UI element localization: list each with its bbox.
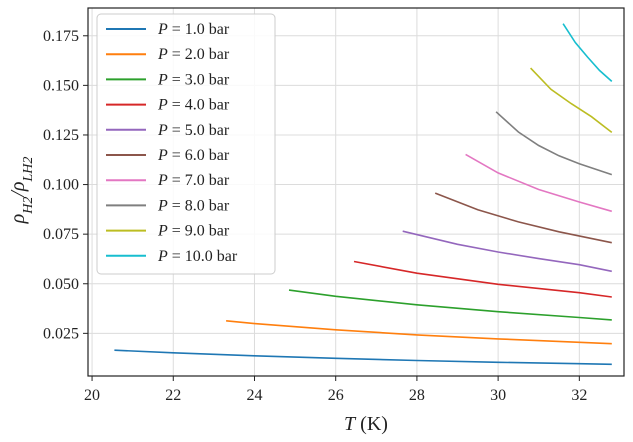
legend-entry-label: P = 10.0 bar: [157, 248, 238, 265]
series-line-7: [465, 153, 613, 213]
x-tick-label: 26: [328, 387, 344, 404]
y-tick-label: 0.125: [43, 127, 79, 144]
y-tick-label: 0.100: [43, 177, 79, 194]
legend-entry-label: P = 1.0 bar: [157, 21, 230, 38]
y-tick-label: 0.025: [43, 325, 79, 342]
y-tick-label: 0.175: [43, 28, 79, 45]
series-line-3: [288, 289, 612, 321]
legend-entry-label: P = 3.0 bar: [157, 71, 230, 88]
legend-entry-label: P = 5.0 bar: [157, 122, 230, 139]
x-tick-label: 20: [84, 387, 100, 404]
x-tick-label: 24: [246, 387, 262, 404]
x-tick-label: 32: [571, 387, 587, 404]
y-tick-label: 0.050: [43, 276, 79, 293]
legend-entry-label: P = 7.0 bar: [157, 172, 230, 189]
legend: P = 1.0 bar P = 2.0 bar P = 3.0 bar P = 4.0…: [96, 13, 276, 275]
series-line-6: [434, 192, 612, 244]
series-line-9: [530, 67, 613, 134]
series-line-5: [402, 230, 612, 273]
x-axis-label: T (K): [344, 413, 388, 435]
series-lines: [114, 23, 613, 366]
x-tick-label: 28: [409, 387, 425, 404]
legend-entry-label: P = 6.0 bar: [157, 147, 230, 164]
series-line-10: [562, 23, 613, 82]
x-tick-label: 30: [490, 387, 506, 404]
series-line-2: [226, 320, 612, 345]
legend-entry-label: P = 2.0 bar: [157, 46, 230, 63]
series-line-8: [495, 111, 613, 176]
legend-entry-label: P = 8.0 bar: [157, 197, 230, 214]
legend-entry-label: P = 9.0 bar: [157, 223, 230, 240]
x-tick-label: 22: [165, 387, 181, 404]
y-axis-label: ρH2/ρLH2: [7, 157, 36, 225]
series-line-4: [353, 260, 612, 298]
series-line-1: [114, 349, 612, 366]
y-tick-label: 0.075: [43, 226, 79, 243]
legend-entry-label: P = 4.0 bar: [157, 97, 230, 114]
axis-ticks: 20 22 24 26 28 30 32 0.025 0.050 0.075 0.100 0.125 0…: [43, 28, 587, 404]
plot-area-frame: [87, 7, 625, 377]
y-tick-label: 0.150: [43, 77, 79, 94]
